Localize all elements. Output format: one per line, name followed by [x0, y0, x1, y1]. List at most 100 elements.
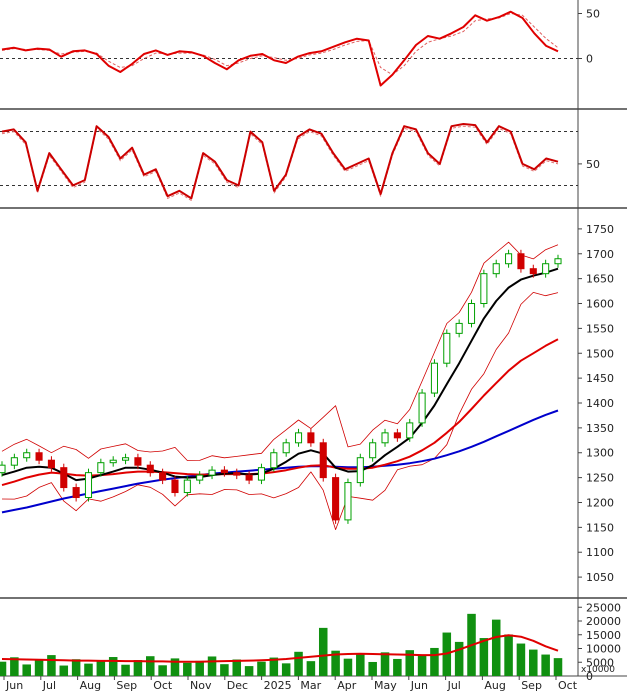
candle-body	[517, 253, 525, 270]
x-tick-label: Aug	[484, 679, 505, 691]
candle-body	[418, 392, 426, 424]
candle-body	[369, 442, 377, 459]
volume-bar	[71, 659, 81, 676]
candle-body	[35, 452, 43, 461]
price-tick-label: 1300	[586, 447, 614, 460]
x-tick-label: Jul	[42, 679, 56, 691]
candle-body	[294, 432, 303, 444]
candle-body	[393, 432, 401, 439]
volume-bar	[133, 660, 143, 676]
macd-signal-line	[1, 13, 559, 76]
price-tick-label: 1450	[586, 372, 614, 385]
volume-bar	[47, 655, 56, 676]
price-tick-label: 1700	[586, 248, 614, 261]
volume-bar	[516, 643, 526, 676]
volume-bar	[294, 651, 303, 676]
rsi-line	[1, 123, 559, 200]
candle-body	[542, 263, 550, 275]
candle-body	[134, 457, 142, 466]
candle-body	[84, 472, 93, 499]
volume-bar	[59, 665, 69, 676]
candle-body	[307, 432, 315, 444]
volume-bar	[22, 664, 31, 676]
volume-bar	[281, 663, 291, 676]
price-tick-label: 1050	[586, 571, 614, 584]
volume-bar	[306, 661, 316, 676]
volume-bar	[34, 659, 44, 676]
x-tick-label: Jun	[410, 679, 428, 691]
volume-bar	[479, 638, 489, 676]
volume-moving-average	[1, 634, 559, 663]
candle-body	[171, 479, 179, 494]
x-tick-label: Oct	[558, 679, 578, 691]
x-tick-label: Jul	[447, 679, 461, 691]
macd-line	[1, 10, 559, 87]
volume-bar	[356, 654, 365, 676]
volume-bar	[491, 619, 501, 676]
candle-body	[319, 442, 327, 479]
volume-bar	[84, 663, 93, 676]
volume-bar	[232, 659, 242, 676]
volume-bar	[170, 658, 180, 676]
candle-body	[505, 253, 513, 265]
candle-body	[208, 469, 216, 476]
macd-tick-label: 0	[586, 53, 593, 66]
candle-body	[183, 479, 191, 494]
price-tick-label: 1350	[586, 422, 614, 435]
candle-body	[492, 263, 500, 275]
volume-bar	[504, 634, 513, 676]
price-tick-label: 1250	[586, 472, 614, 485]
candle-body	[480, 273, 488, 305]
long-moving-average	[1, 409, 559, 514]
volume-bar	[393, 658, 402, 676]
volume-bar	[454, 641, 464, 676]
volume-bar	[541, 654, 550, 676]
volume-tick-label: 5000	[586, 656, 614, 669]
volume-bar	[405, 650, 414, 676]
candle-body	[529, 268, 537, 275]
rsi-signal-line	[1, 125, 559, 201]
x-tick-label: Jun	[5, 679, 23, 691]
candle-body	[245, 474, 253, 481]
volume-bar	[331, 650, 340, 676]
price-tick-label: 1600	[586, 298, 614, 311]
rsi-tick-label: 50	[586, 158, 600, 171]
x-tick-label: May	[374, 679, 397, 691]
volume-bar	[553, 658, 563, 676]
bollinger-lower-band	[1, 291, 559, 530]
short-moving-average	[1, 267, 559, 482]
volume-bar	[96, 661, 106, 676]
candle-body	[455, 322, 463, 334]
candle-body	[554, 258, 562, 265]
volume-bar	[417, 655, 427, 676]
candle-body	[443, 332, 451, 364]
x-tick-label: Oct	[153, 679, 173, 691]
volume-unit-label: x10000	[581, 665, 615, 675]
volume-tick-label: 0	[586, 670, 593, 683]
volume-bar	[195, 660, 204, 676]
candle-body	[72, 487, 80, 499]
volume-bar	[244, 666, 254, 676]
candle-body	[47, 459, 55, 469]
volume-bar	[121, 664, 130, 676]
volume-bar	[529, 649, 538, 676]
volume-bar	[380, 652, 390, 676]
candle-body	[381, 432, 389, 444]
x-tick-label: Sep	[116, 679, 137, 691]
x-tick-label: Nov	[190, 679, 212, 691]
candle-body	[122, 457, 130, 461]
volume-bar	[0, 661, 7, 676]
x-tick-label: 2025	[264, 679, 292, 691]
volume-bar	[368, 661, 377, 676]
candle-body	[159, 472, 167, 481]
volume-bar	[10, 657, 19, 676]
volume-bar	[257, 661, 266, 676]
price-tick-label: 1550	[586, 322, 614, 335]
volume-tick-label: 15000	[586, 629, 621, 642]
candle-body	[332, 477, 340, 521]
volume-bar	[183, 662, 192, 676]
candle-body	[430, 362, 438, 394]
candle-body	[233, 472, 241, 476]
candle-body	[97, 462, 105, 474]
